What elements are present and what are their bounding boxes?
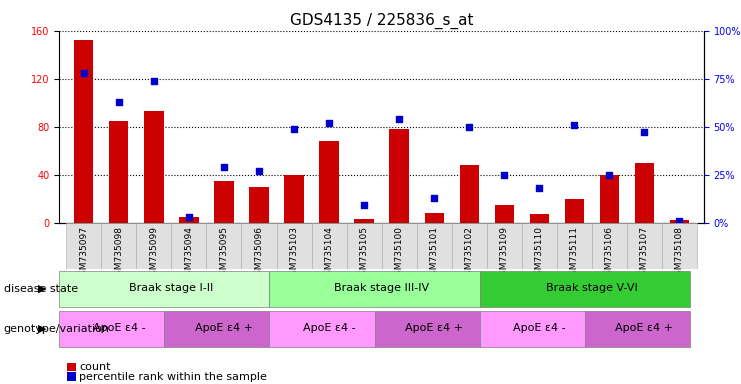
Point [113, 99, 124, 105]
Point [183, 214, 195, 220]
Point [393, 116, 405, 122]
Point [428, 195, 440, 201]
FancyBboxPatch shape [136, 223, 171, 269]
FancyBboxPatch shape [171, 223, 207, 269]
Text: genotype/variation: genotype/variation [4, 324, 110, 334]
Text: GSM735110: GSM735110 [535, 227, 544, 281]
FancyBboxPatch shape [270, 271, 479, 307]
FancyBboxPatch shape [487, 223, 522, 269]
FancyBboxPatch shape [102, 223, 136, 269]
FancyBboxPatch shape [207, 223, 242, 269]
Bar [635, 163, 654, 223]
Point [568, 122, 580, 128]
Text: GSM735096: GSM735096 [254, 227, 264, 281]
Text: GSM735094: GSM735094 [185, 227, 193, 281]
Text: GSM735111: GSM735111 [570, 227, 579, 281]
Bar [109, 121, 128, 223]
Text: GSM735103: GSM735103 [290, 227, 299, 281]
Bar [494, 205, 514, 223]
Text: GSM735108: GSM735108 [675, 227, 684, 281]
FancyBboxPatch shape [382, 223, 416, 269]
Text: GSM735104: GSM735104 [325, 227, 333, 281]
FancyBboxPatch shape [592, 223, 627, 269]
Text: GSM735100: GSM735100 [395, 227, 404, 281]
Text: Braak stage III-IV: Braak stage III-IV [334, 283, 429, 293]
Point [463, 124, 475, 130]
FancyBboxPatch shape [452, 223, 487, 269]
Point [78, 70, 90, 76]
Point [603, 172, 615, 178]
FancyBboxPatch shape [585, 311, 690, 348]
Text: Braak stage I-II: Braak stage I-II [129, 283, 213, 293]
Text: GSM735102: GSM735102 [465, 227, 473, 281]
Bar [179, 217, 199, 223]
Bar [354, 219, 373, 223]
Bar [670, 220, 689, 223]
Bar [74, 40, 93, 223]
Text: GSM735095: GSM735095 [219, 227, 228, 281]
Text: Braak stage V-VI: Braak stage V-VI [546, 283, 638, 293]
Bar [565, 199, 584, 223]
Text: disease state: disease state [4, 284, 78, 294]
Text: GSM735098: GSM735098 [114, 227, 123, 281]
Bar [425, 213, 444, 223]
Point [288, 126, 300, 132]
Bar [144, 111, 164, 223]
Title: GDS4135 / 225836_s_at: GDS4135 / 225836_s_at [290, 13, 473, 29]
Point [639, 129, 651, 136]
Bar [390, 129, 409, 223]
Point [674, 218, 685, 224]
Bar [214, 181, 233, 223]
Bar [285, 175, 304, 223]
FancyBboxPatch shape [556, 223, 592, 269]
FancyBboxPatch shape [627, 223, 662, 269]
Bar [530, 214, 549, 223]
Text: GSM735105: GSM735105 [359, 227, 368, 281]
Point [253, 168, 265, 174]
FancyBboxPatch shape [66, 223, 102, 269]
Text: GSM735107: GSM735107 [640, 227, 649, 281]
FancyBboxPatch shape [375, 311, 479, 348]
Bar [459, 165, 479, 223]
FancyBboxPatch shape [59, 311, 165, 348]
FancyBboxPatch shape [276, 223, 311, 269]
Point [358, 202, 370, 209]
FancyBboxPatch shape [242, 223, 276, 269]
Text: ▶: ▶ [39, 284, 47, 294]
Text: GSM735099: GSM735099 [150, 227, 159, 281]
Point [323, 120, 335, 126]
Text: ▶: ▶ [39, 324, 47, 334]
FancyBboxPatch shape [522, 223, 556, 269]
Point [218, 164, 230, 170]
Text: ApoE ε4 -: ApoE ε4 - [303, 323, 356, 333]
Text: GSM735101: GSM735101 [430, 227, 439, 281]
FancyBboxPatch shape [311, 223, 347, 269]
FancyBboxPatch shape [347, 223, 382, 269]
Point [498, 172, 510, 178]
FancyBboxPatch shape [416, 223, 452, 269]
FancyBboxPatch shape [270, 311, 375, 348]
FancyBboxPatch shape [59, 271, 270, 307]
FancyBboxPatch shape [479, 311, 585, 348]
Point [534, 185, 545, 191]
Bar [319, 141, 339, 223]
Text: percentile rank within the sample: percentile rank within the sample [79, 372, 268, 382]
Point [148, 78, 160, 84]
Text: ApoE ε4 -: ApoE ε4 - [93, 323, 145, 333]
Text: count: count [79, 362, 111, 372]
Bar [599, 175, 619, 223]
FancyBboxPatch shape [479, 271, 690, 307]
Text: ApoE ε4 +: ApoE ε4 + [405, 323, 463, 333]
FancyBboxPatch shape [662, 223, 697, 269]
Text: ApoE ε4 -: ApoE ε4 - [513, 323, 565, 333]
FancyBboxPatch shape [165, 311, 270, 348]
Text: GSM735097: GSM735097 [79, 227, 88, 281]
Text: GSM735109: GSM735109 [499, 227, 509, 281]
Bar [250, 187, 269, 223]
Text: GSM735106: GSM735106 [605, 227, 614, 281]
Text: ApoE ε4 +: ApoE ε4 + [195, 323, 253, 333]
Text: ApoE ε4 +: ApoE ε4 + [615, 323, 674, 333]
